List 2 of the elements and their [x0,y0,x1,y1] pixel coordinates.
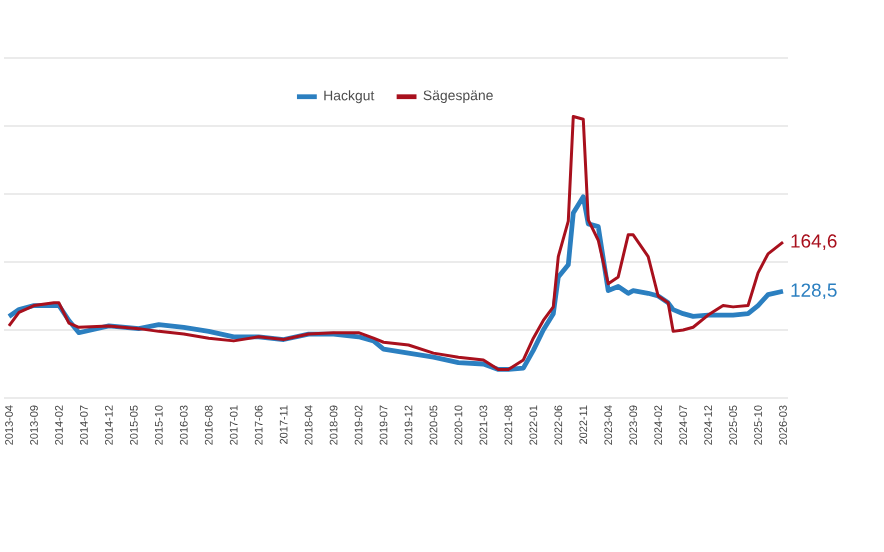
data-label: 164,6 [791,234,837,250]
data-label: 128,5 [791,283,837,300]
